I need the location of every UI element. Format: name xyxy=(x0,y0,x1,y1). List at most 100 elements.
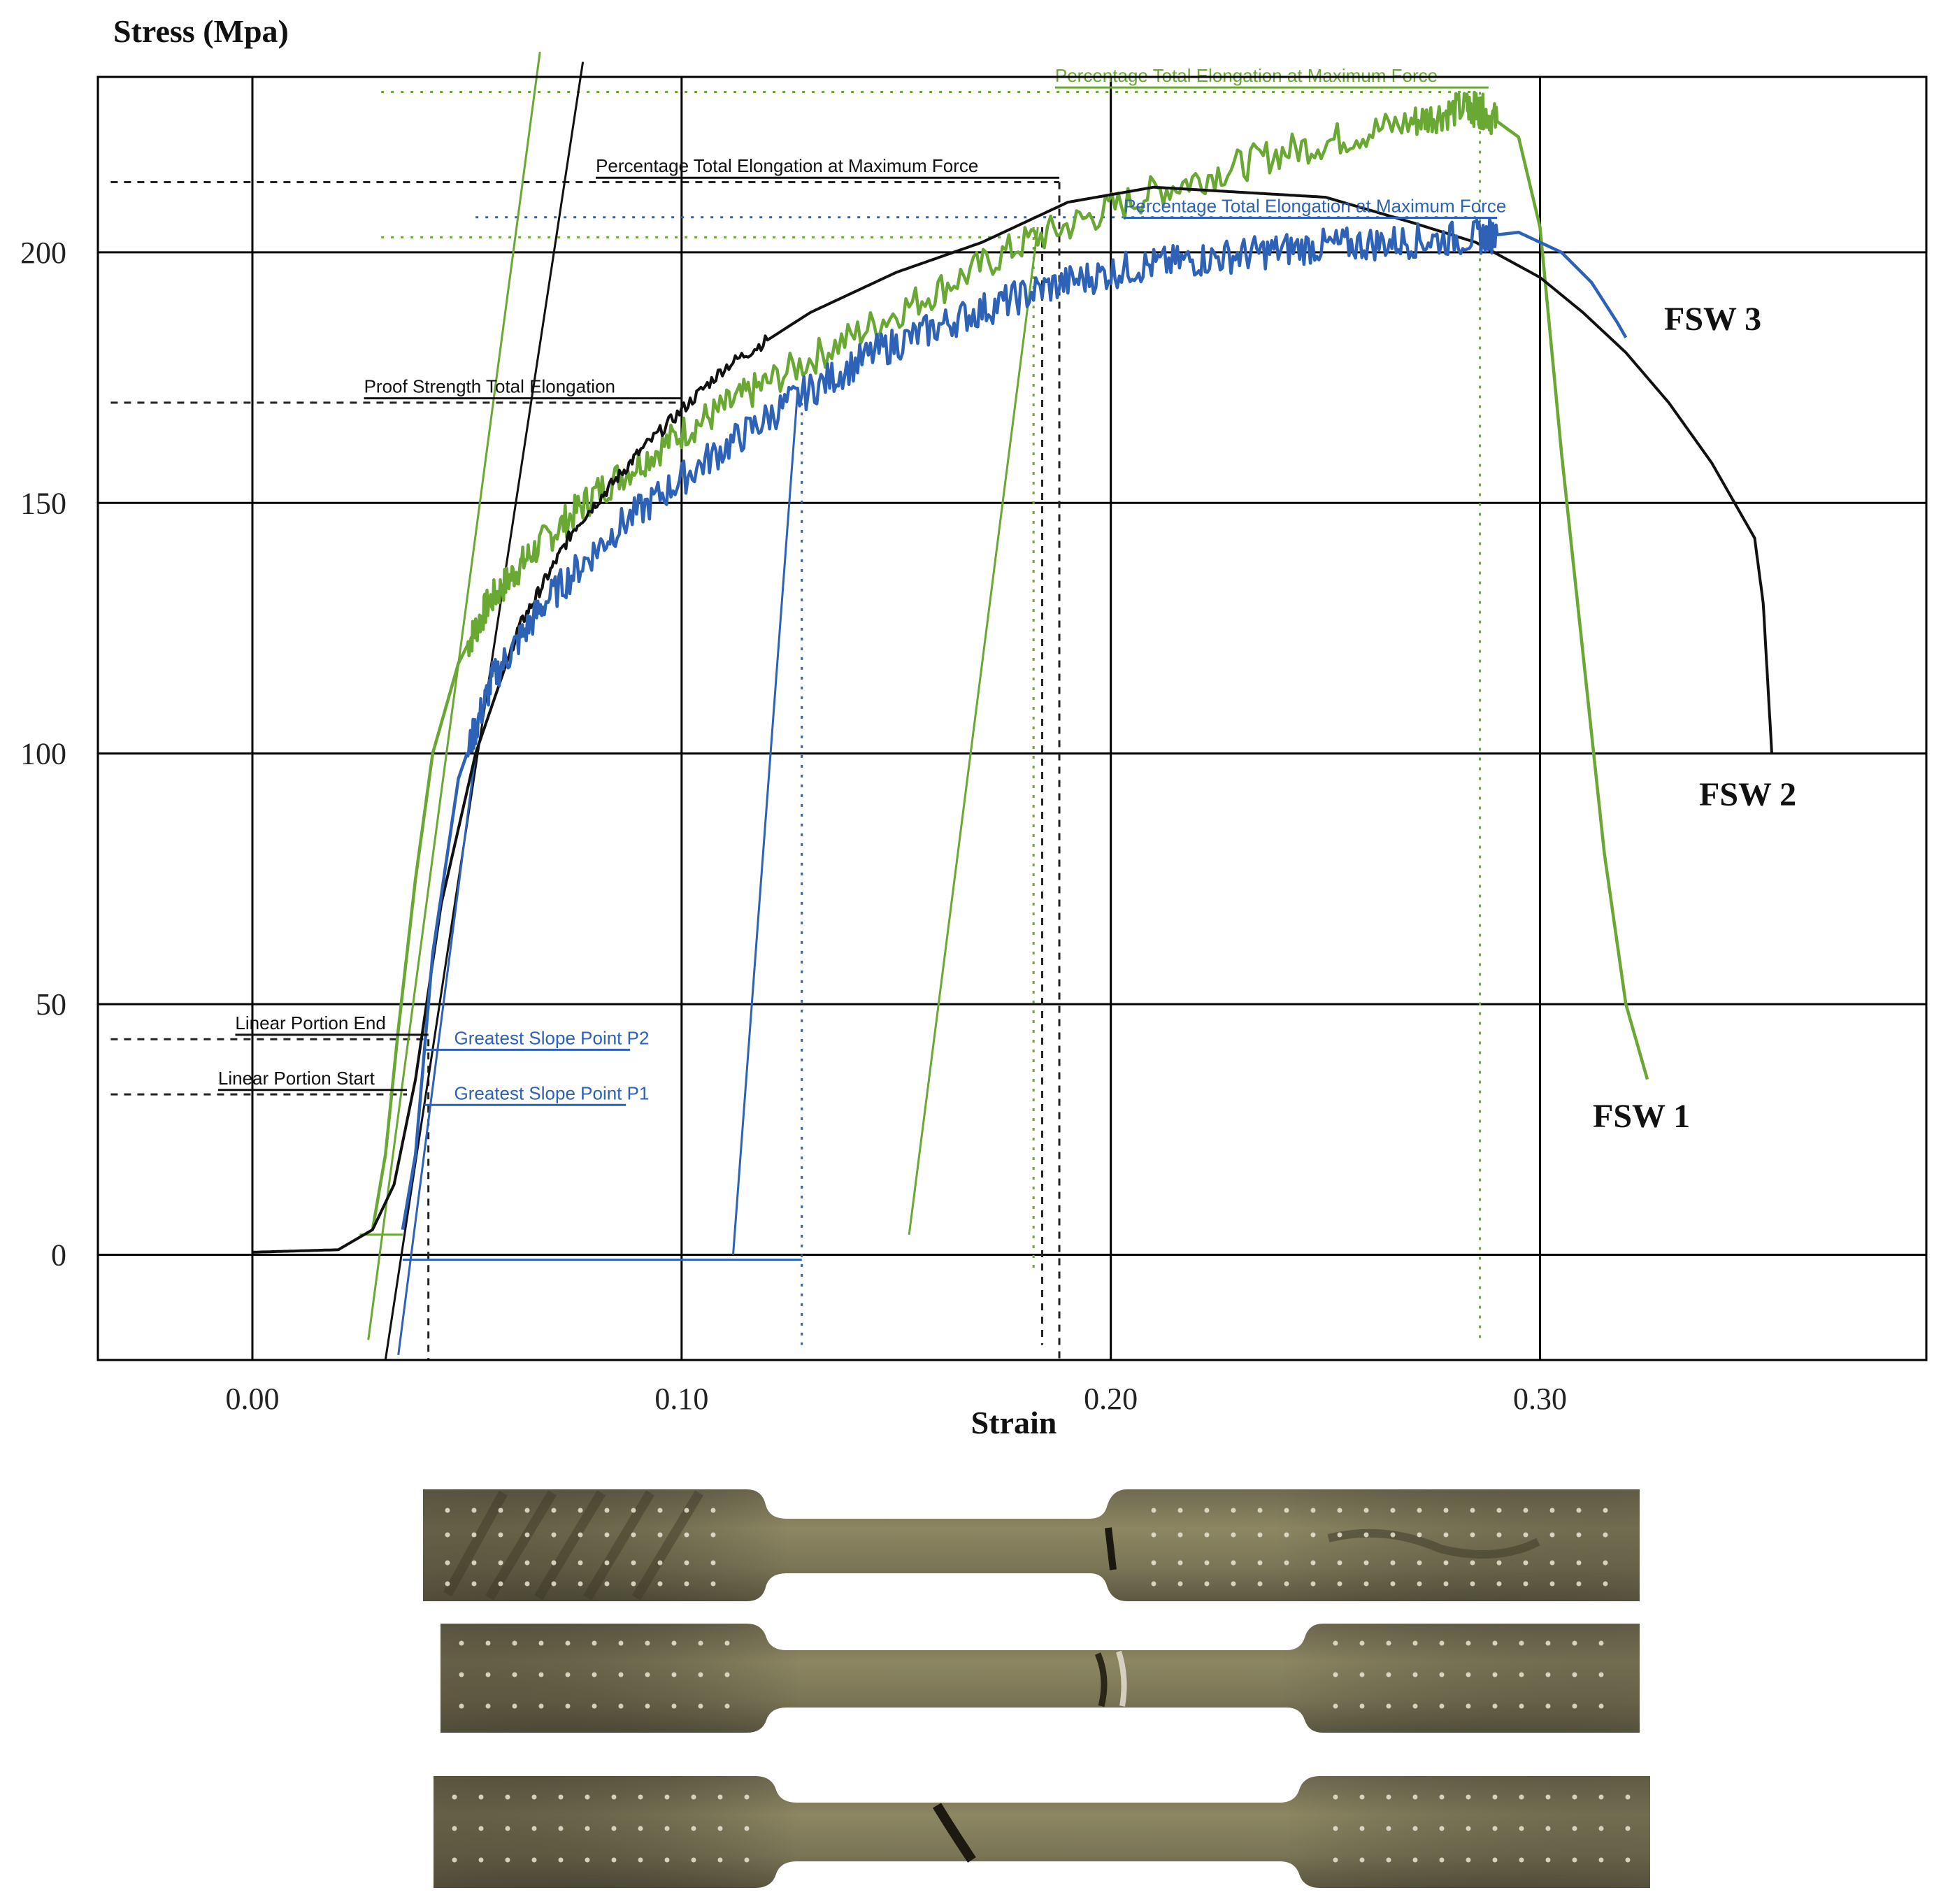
series-label: FSW 2 xyxy=(1699,776,1796,813)
hole-mark xyxy=(478,1857,484,1863)
hole-mark xyxy=(1412,1703,1418,1709)
hole-mark xyxy=(558,1794,564,1800)
hole-mark xyxy=(538,1703,544,1709)
hole-mark xyxy=(1439,1857,1445,1863)
hole-mark xyxy=(710,1581,716,1587)
plot-area: Percentage Total Elongation at Maximum F… xyxy=(96,51,1928,1361)
hole-mark xyxy=(1470,1560,1475,1566)
hole-mark xyxy=(1545,1703,1551,1709)
hole-mark xyxy=(1204,1581,1210,1587)
hole-mark xyxy=(1572,1857,1577,1863)
annotation-label: Linear Portion Start xyxy=(218,1068,375,1089)
hole-mark xyxy=(531,1857,537,1863)
hole-mark xyxy=(1519,1703,1524,1709)
series-label: FSW 1 xyxy=(1593,1098,1690,1135)
y-tick-label: 150 xyxy=(20,486,66,520)
hole-mark xyxy=(1177,1508,1183,1513)
hole-mark xyxy=(1492,1857,1498,1863)
hole-mark xyxy=(478,1826,484,1831)
y-tick-labels: 0 50 100 150 200 xyxy=(20,236,66,1273)
hole-mark xyxy=(1598,1826,1604,1831)
hole-mark xyxy=(585,1857,590,1863)
hole-mark xyxy=(1284,1508,1289,1513)
hole-mark xyxy=(551,1560,557,1566)
hole-mark xyxy=(1466,1640,1471,1646)
hole-mark xyxy=(1310,1508,1316,1513)
hole-mark xyxy=(1496,1581,1502,1587)
hole-mark xyxy=(684,1581,689,1587)
hole-mark xyxy=(645,1672,650,1677)
hole-mark xyxy=(578,1581,583,1587)
hole-mark xyxy=(671,1703,677,1709)
hole-mark xyxy=(1625,1826,1631,1831)
hole-mark xyxy=(1257,1532,1263,1538)
hole-mark xyxy=(459,1672,464,1677)
hole-mark xyxy=(1492,1640,1498,1646)
hole-mark xyxy=(618,1672,624,1677)
hole-mark xyxy=(717,1826,723,1831)
hole-mark xyxy=(1549,1532,1555,1538)
hole-mark xyxy=(445,1532,450,1538)
hole-mark xyxy=(1443,1508,1449,1513)
hole-mark xyxy=(1337,1560,1342,1566)
hole-mark xyxy=(512,1703,517,1709)
hole-mark xyxy=(1598,1703,1604,1709)
hole-mark xyxy=(671,1640,677,1646)
elastic-line xyxy=(367,51,541,1340)
hole-mark xyxy=(691,1794,696,1800)
hole-mark xyxy=(1337,1508,1342,1513)
hole-mark xyxy=(471,1560,477,1566)
series-line-fsw-3 xyxy=(401,217,1628,1231)
hole-mark xyxy=(1470,1508,1475,1513)
hole-mark xyxy=(1386,1640,1391,1646)
hole-mark xyxy=(459,1703,464,1709)
hole-mark xyxy=(471,1532,477,1538)
hole-mark xyxy=(638,1826,643,1831)
hole-mark xyxy=(1519,1794,1524,1800)
y-axis-label: Stress (Mpa) xyxy=(113,13,289,49)
hole-mark xyxy=(1417,1581,1422,1587)
hole-mark xyxy=(471,1508,477,1513)
hole-mark xyxy=(1523,1508,1528,1513)
hole-mark xyxy=(724,1672,730,1677)
series-line-fsw-1 xyxy=(371,90,1649,1230)
hole-mark xyxy=(1523,1560,1528,1566)
hole-mark xyxy=(1523,1532,1528,1538)
hole-mark xyxy=(671,1672,677,1677)
hole-mark xyxy=(1204,1560,1210,1566)
hole-mark xyxy=(1231,1560,1236,1566)
hole-mark xyxy=(611,1826,617,1831)
hole-mark xyxy=(565,1640,571,1646)
hole-mark xyxy=(710,1560,716,1566)
hole-mark xyxy=(691,1857,696,1863)
hole-mark xyxy=(445,1508,450,1513)
hole-mark xyxy=(1231,1581,1236,1587)
hole-mark xyxy=(1284,1581,1289,1587)
hole-mark xyxy=(1576,1532,1582,1538)
hole-mark xyxy=(631,1560,636,1566)
hole-mark xyxy=(592,1703,597,1709)
hole-mark xyxy=(1151,1508,1156,1513)
hole-mark xyxy=(724,1640,730,1646)
hole-mark xyxy=(744,1857,750,1863)
hole-mark xyxy=(1359,1672,1365,1677)
hole-mark xyxy=(1470,1581,1475,1587)
hole-mark xyxy=(512,1640,517,1646)
hole-mark xyxy=(664,1826,670,1831)
hole-mark xyxy=(1151,1560,1156,1566)
hole-mark xyxy=(1337,1532,1342,1538)
hole-mark xyxy=(717,1794,723,1800)
hole-mark xyxy=(1412,1672,1418,1677)
offset-line xyxy=(908,227,1039,1235)
annotation-label: Proof Strength Total Elongation xyxy=(364,376,615,397)
annotation-layer: Percentage Total Elongation at Maximum F… xyxy=(217,65,1506,1106)
hole-mark xyxy=(531,1826,537,1831)
x-tick-label: 0.30 xyxy=(1513,1382,1567,1416)
hole-mark xyxy=(1359,1826,1365,1831)
x-axis-label: Strain xyxy=(971,1405,1057,1440)
hole-mark xyxy=(1333,1857,1338,1863)
hole-mark xyxy=(1603,1508,1608,1513)
hole-mark xyxy=(1549,1560,1555,1566)
hole-mark xyxy=(551,1508,557,1513)
hole-mark xyxy=(524,1508,530,1513)
